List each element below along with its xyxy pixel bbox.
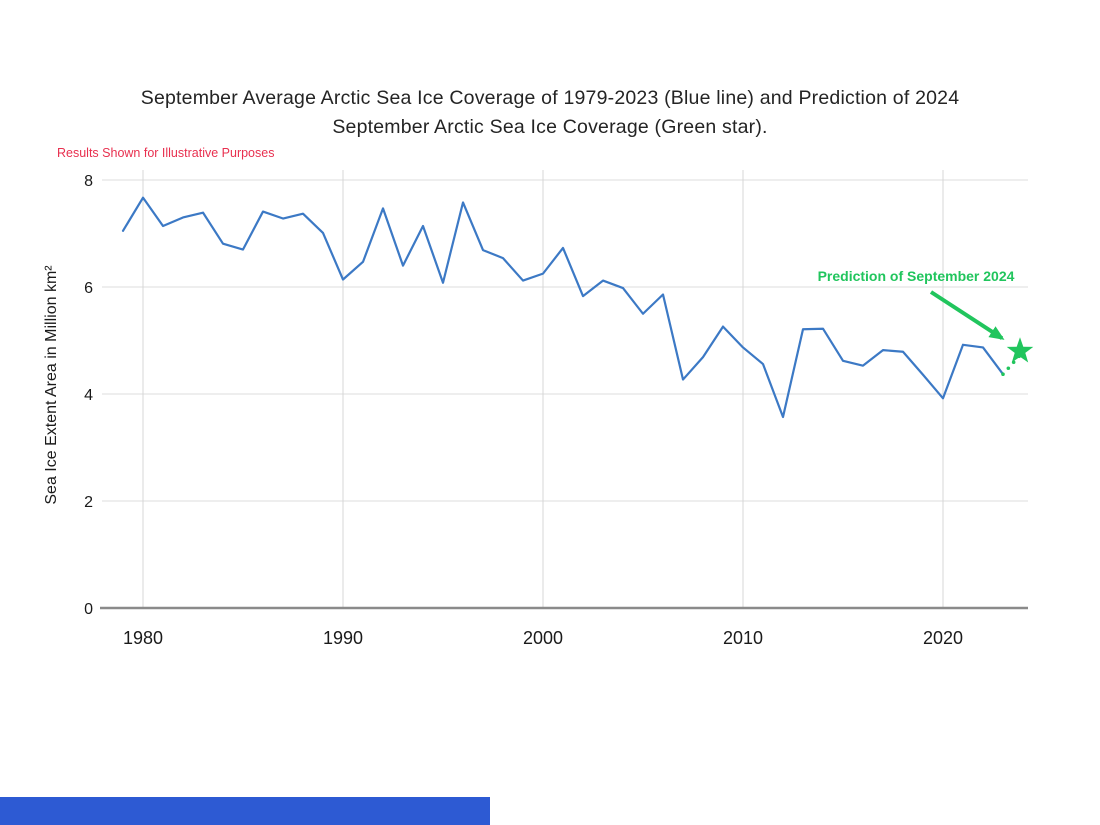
y-tick-label: 2 <box>84 494 93 511</box>
chart-title: September Average Arctic Sea Ice Coverag… <box>0 84 1100 142</box>
x-tick-labels: 1980 1990 2000 2010 2020 <box>123 628 963 648</box>
y-tick-label: 4 <box>84 387 93 404</box>
y-tick-label: 6 <box>84 280 93 297</box>
chart-title-line2: September Arctic Sea Ice Coverage (Green… <box>332 116 768 138</box>
y-tick-label: 0 <box>84 601 93 618</box>
bottom-bar <box>0 797 490 825</box>
x-tick-label: 1990 <box>323 628 363 648</box>
annotation-text: Prediction of September 2024 <box>818 268 1015 284</box>
chart-title-line1: September Average Arctic Sea Ice Coverag… <box>140 87 960 109</box>
disclaimer-note: Results Shown for Illustrative Purposes <box>57 146 275 160</box>
x-tick-label: 2020 <box>923 628 963 648</box>
sea-ice-line <box>121 196 1005 419</box>
y-axis-title: Sea Ice Extent Area in Million km² <box>43 265 60 505</box>
y-tick-label: 8 <box>84 173 93 190</box>
prediction-star-icon <box>1006 337 1034 363</box>
x-tick-label: 1980 <box>123 628 163 648</box>
x-tick-label: 2000 <box>523 628 563 648</box>
annotation-arrow <box>929 290 1005 340</box>
prediction-annotation: Prediction of September 2024 <box>818 268 1015 340</box>
y-tick-labels: 0 2 4 6 8 <box>84 173 93 618</box>
gridlines <box>102 170 1028 608</box>
x-tick-label: 2010 <box>723 628 763 648</box>
